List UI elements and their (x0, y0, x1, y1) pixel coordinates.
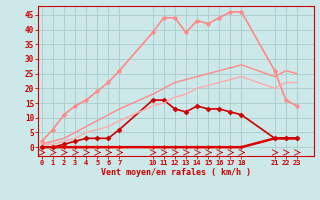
X-axis label: Vent moyen/en rafales ( km/h ): Vent moyen/en rafales ( km/h ) (101, 168, 251, 177)
